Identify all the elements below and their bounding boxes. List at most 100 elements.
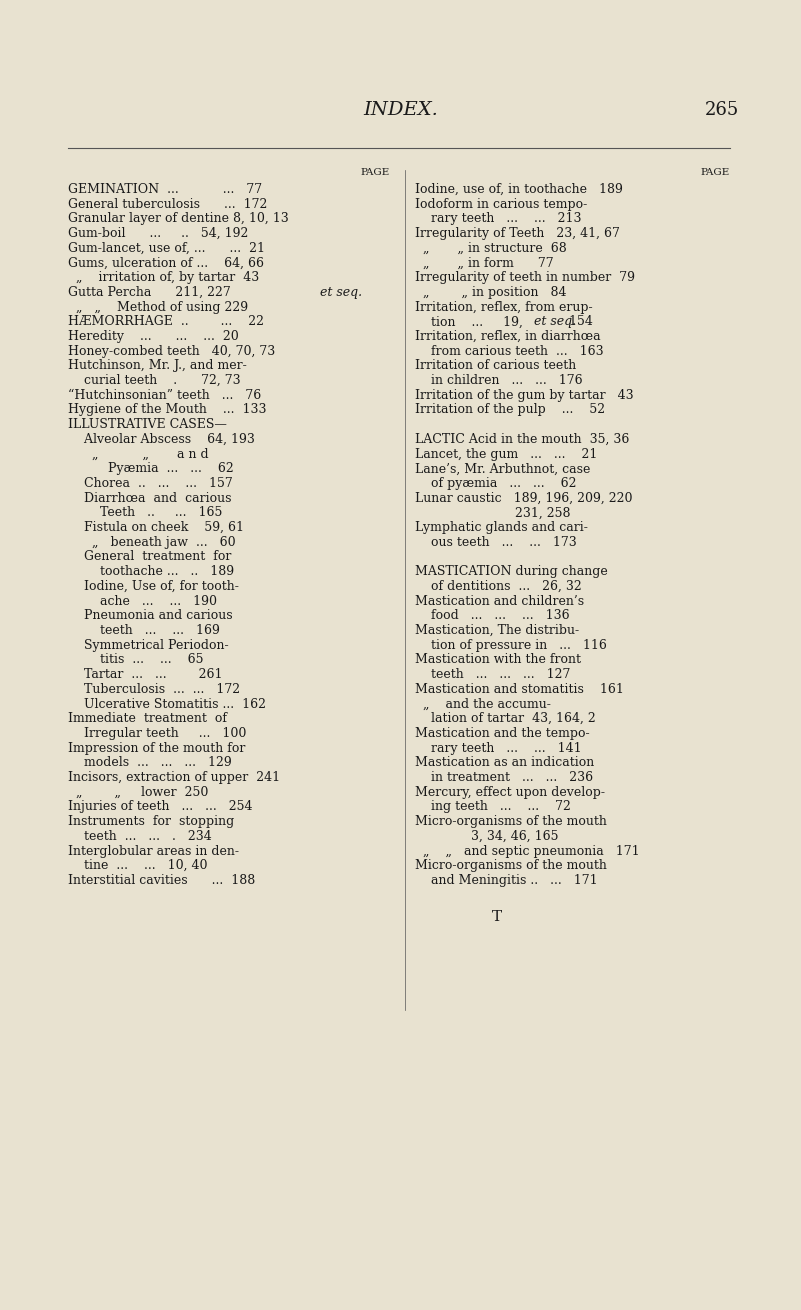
- Text: Irritation of carious teeth: Irritation of carious teeth: [415, 359, 576, 372]
- Text: Impression of the mouth for: Impression of the mouth for: [68, 741, 245, 755]
- Text: „   beneath jaw  ...   60: „ beneath jaw ... 60: [68, 536, 235, 549]
- Text: Iodoform in carious tempo-: Iodoform in carious tempo-: [415, 198, 587, 211]
- Text: of dentitions  ...   26, 32: of dentitions ... 26, 32: [415, 580, 582, 593]
- Text: 231, 258: 231, 258: [415, 507, 570, 519]
- Text: Pyæmia  ...   ...    62: Pyæmia ... ... 62: [68, 462, 234, 476]
- Text: Lane’s, Mr. Arbuthnot, case: Lane’s, Mr. Arbuthnot, case: [415, 462, 590, 476]
- Text: Ulcerative Stomatitis ...  162: Ulcerative Stomatitis ... 162: [68, 697, 266, 710]
- Text: et seq.: et seq.: [320, 286, 362, 299]
- Text: Diarrhœa  and  carious: Diarrhœa and carious: [68, 491, 231, 504]
- Text: tion of pressure in   ...   116: tion of pressure in ... 116: [415, 639, 607, 651]
- Text: Incisors, extraction of upper  241: Incisors, extraction of upper 241: [68, 772, 280, 783]
- Text: PAGE: PAGE: [701, 168, 730, 177]
- Text: Tuberculosis  ...  ...   172: Tuberculosis ... ... 172: [68, 683, 240, 696]
- Text: “Hutchinsonian” teeth   ...   76: “Hutchinsonian” teeth ... 76: [68, 389, 261, 402]
- Text: Heredity    ...      ...    ...  20: Heredity ... ... ... 20: [68, 330, 239, 343]
- Text: models  ...   ...   ...   129: models ... ... ... 129: [68, 756, 231, 769]
- Text: Gutta Percha      211, 227: Gutta Percha 211, 227: [68, 286, 235, 299]
- Text: Instruments  for  stopping: Instruments for stopping: [68, 815, 234, 828]
- Text: Irregular teeth     ...   100: Irregular teeth ... 100: [68, 727, 247, 740]
- Text: Mastication and children’s: Mastication and children’s: [415, 595, 584, 608]
- Text: rary teeth   ...    ...   141: rary teeth ... ... 141: [415, 741, 582, 755]
- Text: in children   ...   ...   176: in children ... ... 176: [415, 375, 582, 386]
- Text: Teeth   ..     ...   165: Teeth .. ... 165: [68, 507, 223, 519]
- Text: HÆMORRHAGE  ..        ...    22: HÆMORRHAGE .. ... 22: [68, 316, 264, 329]
- Text: 265: 265: [705, 101, 739, 119]
- Text: Interglobular areas in den-: Interglobular areas in den-: [68, 845, 239, 858]
- Text: Alveolar Abscess    64, 193: Alveolar Abscess 64, 193: [68, 432, 255, 445]
- Text: lation of tartar  43, 164, 2: lation of tartar 43, 164, 2: [415, 713, 596, 726]
- Text: et seq.: et seq.: [533, 316, 576, 329]
- Text: General  treatment  for: General treatment for: [68, 550, 231, 563]
- Text: tine  ...    ...   10, 40: tine ... ... 10, 40: [68, 859, 207, 872]
- Text: Hutchinson, Mr. J., and mer-: Hutchinson, Mr. J., and mer-: [68, 359, 247, 372]
- Text: Immediate  treatment  of: Immediate treatment of: [68, 713, 227, 726]
- Text: Mastication with the front: Mastication with the front: [415, 654, 581, 667]
- Text: Irritation, reflex, in diarrhœa: Irritation, reflex, in diarrhœa: [415, 330, 601, 343]
- Text: teeth   ...   ...   ...   127: teeth ... ... ... 127: [415, 668, 570, 681]
- Text: Irritation of the gum by tartar   43: Irritation of the gum by tartar 43: [415, 389, 634, 402]
- Text: teeth  ...   ...   .   234: teeth ... ... . 234: [68, 829, 211, 842]
- Text: 3, 34, 46, 165: 3, 34, 46, 165: [415, 829, 558, 842]
- Text: Hygiene of the Mouth    ...  133: Hygiene of the Mouth ... 133: [68, 403, 267, 417]
- Text: „       „ in form      77: „ „ in form 77: [415, 257, 553, 270]
- Text: Mastication and the tempo-: Mastication and the tempo-: [415, 727, 590, 740]
- Text: Irritation, reflex, from erup-: Irritation, reflex, from erup-: [415, 300, 593, 313]
- Text: of pyæmia   ...   ...    62: of pyæmia ... ... 62: [415, 477, 577, 490]
- Text: 154: 154: [566, 316, 593, 329]
- Text: Lymphatic glands and cari-: Lymphatic glands and cari-: [415, 521, 588, 534]
- Text: Iodine, Use of, for tooth-: Iodine, Use of, for tooth-: [68, 580, 239, 593]
- Text: LACTIC Acid in the mouth  35, 36: LACTIC Acid in the mouth 35, 36: [415, 432, 630, 445]
- Text: PAGE: PAGE: [360, 168, 390, 177]
- Text: ous teeth   ...    ...   173: ous teeth ... ... 173: [415, 536, 577, 549]
- Text: toothache ...   ..   189: toothache ... .. 189: [68, 565, 234, 578]
- Text: titis  ...    ...    65: titis ... ... 65: [68, 654, 203, 667]
- Text: Honey-combed teeth   40, 70, 73: Honey-combed teeth 40, 70, 73: [68, 345, 276, 358]
- Text: Mastication, The distribu-: Mastication, The distribu-: [415, 624, 579, 637]
- Text: Lunar caustic   189, 196, 209, 220: Lunar caustic 189, 196, 209, 220: [415, 491, 633, 504]
- Text: MASTICATION during change: MASTICATION during change: [415, 565, 608, 578]
- Text: „        „ in position   84: „ „ in position 84: [415, 286, 566, 299]
- Text: Micro-organisms of the mouth: Micro-organisms of the mouth: [415, 859, 607, 872]
- Text: „    and the accumu-: „ and the accumu-: [415, 697, 551, 710]
- Text: ache   ...    ...   190: ache ... ... 190: [68, 595, 217, 608]
- Text: Mercury, effect upon develop-: Mercury, effect upon develop-: [415, 786, 605, 799]
- Text: „       „ in structure  68: „ „ in structure 68: [415, 242, 567, 255]
- Text: Gum-boil      ...     ..   54, 192: Gum-boil ... .. 54, 192: [68, 227, 248, 240]
- Text: „           „       a n d: „ „ a n d: [68, 448, 208, 461]
- Text: Chorea  ..   ...    ...   157: Chorea .. ... ... 157: [68, 477, 233, 490]
- Text: Irregularity of teeth in number  79: Irregularity of teeth in number 79: [415, 271, 635, 284]
- Text: „    irritation of, by tartar  43: „ irritation of, by tartar 43: [68, 271, 260, 284]
- Text: Irritation of the pulp    ...    52: Irritation of the pulp ... 52: [415, 403, 605, 417]
- Text: Fistula on cheek    59, 61: Fistula on cheek 59, 61: [68, 521, 244, 534]
- Text: in treatment   ...   ...   236: in treatment ... ... 236: [415, 772, 593, 783]
- Text: ing teeth   ...    ...    72: ing teeth ... ... 72: [415, 800, 571, 814]
- Text: rary teeth   ...    ...   213: rary teeth ... ... 213: [415, 212, 582, 225]
- Text: Granular layer of dentine 8, 10, 13: Granular layer of dentine 8, 10, 13: [68, 212, 288, 225]
- Text: „    „   and septic pneumonia   171: „ „ and septic pneumonia 171: [415, 845, 640, 858]
- Text: Injuries of teeth   ...   ...   254: Injuries of teeth ... ... 254: [68, 800, 252, 814]
- Text: Gum-lancet, use of, ...      ...  21: Gum-lancet, use of, ... ... 21: [68, 242, 265, 255]
- Text: GEMINATION  ...           ...   77: GEMINATION ... ... 77: [68, 183, 262, 196]
- Text: Gums, ulceration of ...    64, 66: Gums, ulceration of ... 64, 66: [68, 257, 264, 270]
- Text: ILLUSTRATIVE CASES—: ILLUSTRATIVE CASES—: [68, 418, 227, 431]
- Text: T: T: [492, 909, 501, 924]
- Text: Lancet, the gum   ...   ...    21: Lancet, the gum ... ... 21: [415, 448, 598, 461]
- Text: „   „    Method of using 229: „ „ Method of using 229: [68, 300, 248, 313]
- Text: INDEX.: INDEX.: [363, 101, 438, 119]
- Text: tion    ...     19,: tion ... 19,: [415, 316, 527, 329]
- Text: Interstitial cavities      ...  188: Interstitial cavities ... 188: [68, 874, 256, 887]
- Text: „        „     lower  250: „ „ lower 250: [68, 786, 208, 799]
- Text: Mastication as an indication: Mastication as an indication: [415, 756, 594, 769]
- Text: food   ...   ...    ...   136: food ... ... ... 136: [415, 609, 570, 622]
- Text: Mastication and stomatitis    161: Mastication and stomatitis 161: [415, 683, 624, 696]
- Text: Iodine, use of, in toothache   189: Iodine, use of, in toothache 189: [415, 183, 623, 196]
- Text: Irregularity of Teeth   23, 41, 67: Irregularity of Teeth 23, 41, 67: [415, 227, 620, 240]
- Text: and Meningitis ..   ...   171: and Meningitis .. ... 171: [415, 874, 598, 887]
- Text: Pneumonia and carious: Pneumonia and carious: [68, 609, 232, 622]
- Text: General tuberculosis      ...  172: General tuberculosis ... 172: [68, 198, 268, 211]
- Text: from carious teeth  ...   163: from carious teeth ... 163: [415, 345, 604, 358]
- Text: teeth   ...    ...   169: teeth ... ... 169: [68, 624, 220, 637]
- Text: Symmetrical Periodon-: Symmetrical Periodon-: [68, 639, 228, 651]
- Text: Tartar  ...   ...        261: Tartar ... ... 261: [68, 668, 223, 681]
